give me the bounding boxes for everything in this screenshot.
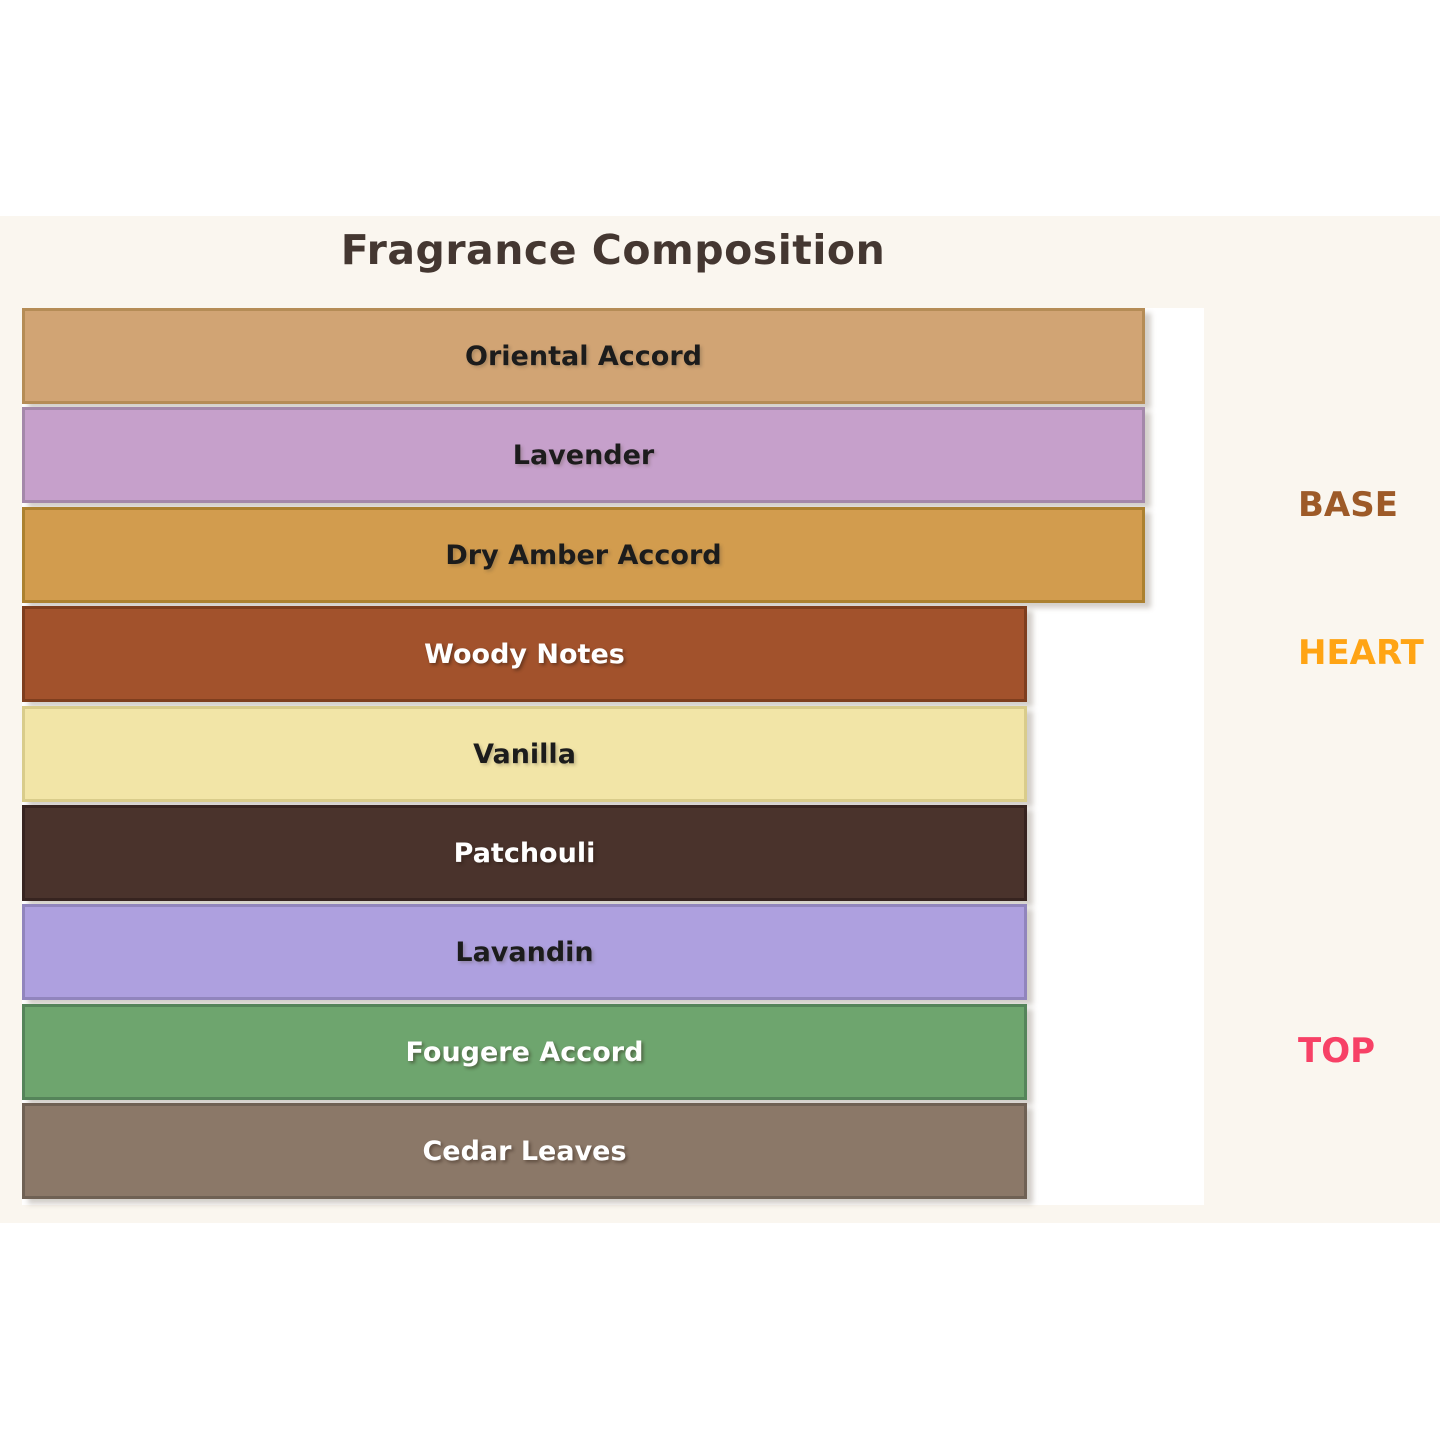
- bar-label: Lavandin: [455, 936, 594, 968]
- bar-lavender: Lavender: [22, 407, 1145, 503]
- bar-label: Cedar Leaves: [422, 1135, 627, 1167]
- bar-woody-notes: Woody Notes: [22, 606, 1027, 702]
- bar-label: Lavender: [512, 439, 655, 471]
- bar-dry-amber-accord: Dry Amber Accord: [22, 507, 1145, 603]
- bar-lavandin: Lavandin: [22, 904, 1027, 1000]
- bar-label: Vanilla: [473, 738, 576, 770]
- group-label-top: TOP: [1298, 1031, 1376, 1071]
- bar-label: Dry Amber Accord: [445, 539, 722, 571]
- bar-fougere-accord: Fougere Accord: [22, 1004, 1027, 1100]
- bar-oriental-accord: Oriental Accord: [22, 308, 1145, 404]
- bar-cedar-leaves: Cedar Leaves: [22, 1103, 1027, 1199]
- bar-label: Woody Notes: [424, 638, 625, 670]
- plot-area: Oriental Accord Lavender Dry Amber Accord W…: [22, 308, 1204, 1205]
- chart-title: Fragrance Composition: [340, 226, 886, 274]
- bar-label: Patchouli: [453, 837, 596, 869]
- bar-vanilla: Vanilla: [22, 706, 1027, 802]
- bar-label: Fougere Accord: [405, 1036, 644, 1068]
- bar-patchouli: Patchouli: [22, 805, 1027, 901]
- bar-label: Oriental Accord: [465, 340, 702, 372]
- group-label-heart: HEART: [1298, 633, 1424, 673]
- group-label-base: BASE: [1298, 485, 1398, 525]
